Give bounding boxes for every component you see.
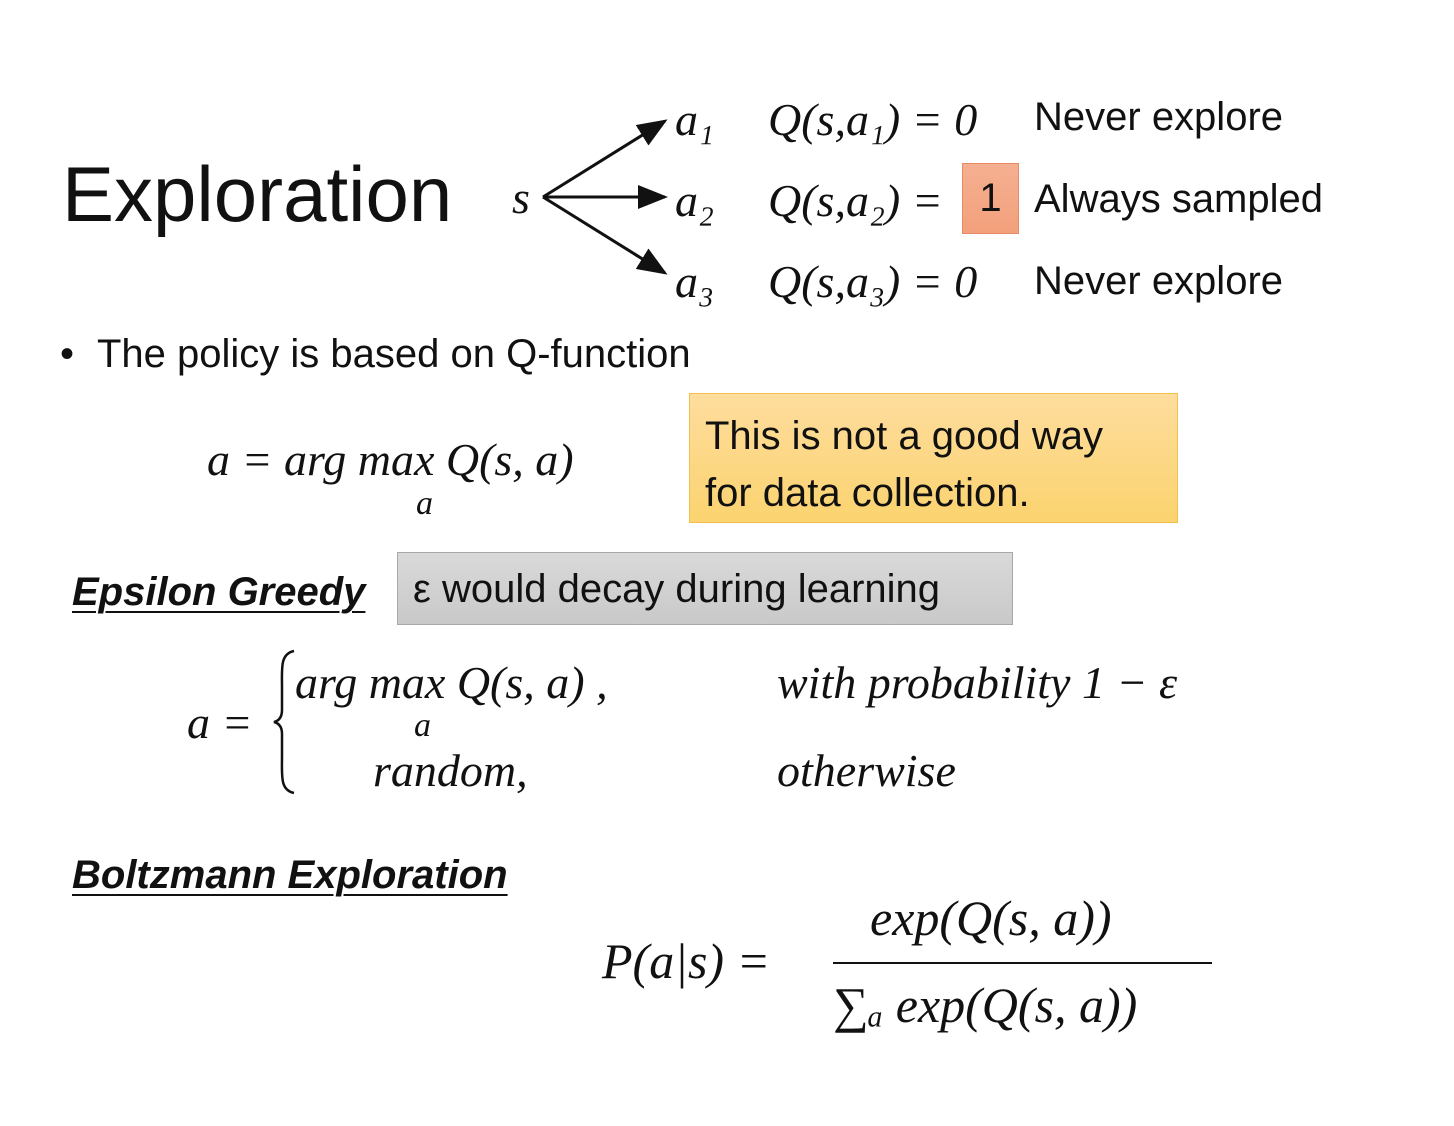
bullet-dot: • <box>60 332 75 376</box>
q-value-highlight: 1 <box>962 163 1019 234</box>
q-a2: Q(s,a₂) = <box>768 175 943 226</box>
epsilon-lhs: a = <box>187 697 253 748</box>
action-a1: a₁ <box>675 94 714 145</box>
q-a3: Q(s,a₃) = 0 <box>768 256 978 307</box>
slide-title: Exploration <box>62 150 453 238</box>
state-label: s <box>512 172 530 223</box>
note-a3: Never explore <box>1034 259 1284 303</box>
callout-line-2: for data collection. <box>705 471 1030 515</box>
action-arrows <box>542 119 668 275</box>
q-a1: Q(s,a₁) = 0 <box>768 94 978 145</box>
case-random: random, <box>373 745 528 796</box>
case-argmax: arg max Q(s, a) , <box>295 657 608 708</box>
left-brace <box>273 649 295 795</box>
fraction-bar <box>833 962 1212 964</box>
boltzmann-lhs: P(a|s) = <box>602 933 771 989</box>
condition-otherwise: otherwise <box>777 745 956 796</box>
boltzmann-denominator: ∑ₐ exp(Q(s, a)) <box>833 977 1138 1033</box>
condition-probability: with probability 1 − ε <box>777 657 1178 708</box>
epsilon-decay-callout: ε would decay during learning <box>397 552 1013 625</box>
epsilon-greedy-heading: Epsilon Greedy <box>72 570 366 614</box>
note-a2: Always sampled <box>1034 177 1324 221</box>
greedy-formula: a = arg max Q(s, a) <box>207 434 574 485</box>
greedy-formula-sub: a <box>416 485 433 522</box>
arrow-a1 <box>542 119 668 199</box>
action-a2: a₂ <box>675 175 714 226</box>
boltzmann-heading: Boltzmann Exploration <box>72 853 508 897</box>
boltzmann-numerator: exp(Q(s, a)) <box>870 890 1112 946</box>
callout-line-1: This is not a good way <box>705 414 1103 458</box>
action-a3: a₃ <box>675 256 714 307</box>
bullet-text: The policy is based on Q-function <box>97 332 691 376</box>
note-a1: Never explore <box>1034 95 1284 139</box>
arrow-a3 <box>542 195 668 275</box>
warning-callout: This is not a good way for data collecti… <box>689 393 1178 523</box>
case-argmax-sub: a <box>414 707 431 744</box>
